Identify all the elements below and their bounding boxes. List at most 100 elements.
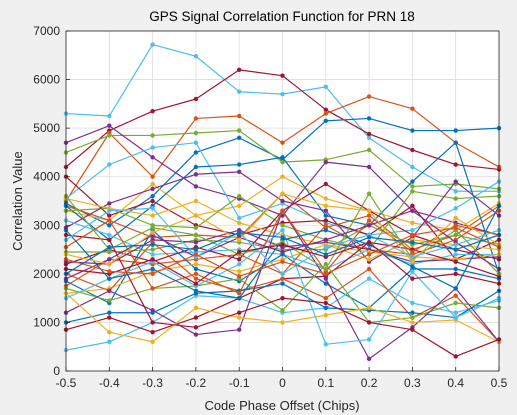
data-point xyxy=(107,269,112,274)
data-point xyxy=(453,225,458,230)
data-point xyxy=(453,242,458,247)
data-point xyxy=(410,259,415,264)
data-point xyxy=(410,184,415,189)
data-point xyxy=(366,356,372,362)
data-point xyxy=(366,218,372,223)
data-point xyxy=(410,106,415,111)
data-point xyxy=(323,305,328,311)
data-point xyxy=(150,133,155,138)
data-point xyxy=(150,308,155,313)
data-point xyxy=(366,320,372,325)
x-tick-label: 0 xyxy=(279,376,286,390)
data-point xyxy=(193,276,199,281)
data-point xyxy=(237,310,242,315)
x-tick-label: 0.1 xyxy=(317,376,334,390)
data-point xyxy=(193,240,199,245)
data-point xyxy=(107,261,112,267)
data-point xyxy=(366,116,372,121)
data-point xyxy=(323,227,328,233)
data-point xyxy=(107,329,112,335)
data-point xyxy=(150,42,155,47)
data-point xyxy=(366,135,372,141)
data-point xyxy=(107,339,112,345)
data-point xyxy=(323,342,328,347)
x-tick-label: -0.4 xyxy=(99,376,120,390)
data-point xyxy=(323,223,328,228)
data-point xyxy=(237,274,242,279)
data-point xyxy=(280,174,285,179)
data-point xyxy=(150,108,155,114)
data-point xyxy=(193,164,199,170)
y-tick-label: 4000 xyxy=(33,170,60,184)
data-point xyxy=(323,312,328,318)
data-point xyxy=(453,206,458,211)
data-point xyxy=(150,145,155,150)
data-point xyxy=(280,159,285,165)
data-point xyxy=(193,252,199,257)
series-1 xyxy=(63,42,502,194)
data-point xyxy=(366,191,372,196)
data-point xyxy=(280,276,285,281)
data-point xyxy=(237,203,242,209)
y-tick-label: 6000 xyxy=(33,73,60,87)
data-point xyxy=(237,237,242,243)
series-30 xyxy=(63,232,502,359)
data-point xyxy=(150,266,155,272)
y-axis-label: Correlation Value xyxy=(10,151,25,250)
data-point xyxy=(107,133,112,138)
data-point xyxy=(453,179,458,184)
data-point xyxy=(323,118,328,124)
data-point xyxy=(280,155,285,160)
data-point xyxy=(150,230,155,235)
y-tick-label: 5000 xyxy=(33,121,60,135)
data-point xyxy=(453,140,458,145)
data-point xyxy=(193,232,199,238)
data-point xyxy=(366,131,372,137)
y-tick-label: 7000 xyxy=(33,24,60,38)
data-point xyxy=(150,213,155,218)
data-point xyxy=(280,198,285,204)
data-point xyxy=(366,276,372,281)
data-point xyxy=(193,325,199,330)
data-point xyxy=(366,257,372,262)
x-tick-label: -0.3 xyxy=(142,376,163,390)
data-point xyxy=(193,261,199,267)
data-point xyxy=(193,184,199,189)
data-point xyxy=(453,232,458,238)
data-point xyxy=(410,249,415,255)
data-point xyxy=(280,73,285,78)
data-point xyxy=(410,128,415,133)
data-point xyxy=(280,235,285,240)
data-point xyxy=(410,315,415,320)
data-point xyxy=(323,276,328,281)
data-point xyxy=(323,252,328,257)
data-point xyxy=(410,203,415,209)
ticks: -0.5 -0.4 -0.3 -0.2 -0.1 0 0.1 0.2 0.3 0.4 0.5 0 100… xyxy=(33,24,507,390)
data-point xyxy=(150,329,155,335)
data-point xyxy=(150,286,155,291)
data-point xyxy=(410,232,415,238)
data-point xyxy=(323,300,328,306)
data-point xyxy=(366,252,372,257)
data-point xyxy=(280,191,285,196)
data-point xyxy=(237,327,242,332)
data-point xyxy=(410,269,415,274)
data-point xyxy=(366,94,372,99)
x-axis-label: Code Phase Offset (Chips) xyxy=(204,398,359,413)
data-point xyxy=(150,174,155,179)
data-point xyxy=(237,315,242,320)
data-point xyxy=(193,213,199,218)
series-39 xyxy=(63,230,502,277)
data-point xyxy=(237,89,242,94)
data-point xyxy=(280,208,285,213)
data-point xyxy=(366,208,372,213)
data-point xyxy=(193,271,199,277)
data-point xyxy=(107,123,112,128)
data-point xyxy=(366,213,372,218)
data-point xyxy=(323,203,328,209)
x-tick-label: -0.5 xyxy=(56,376,77,390)
data-point xyxy=(107,298,112,303)
data-point xyxy=(193,140,199,145)
data-point xyxy=(323,237,328,243)
